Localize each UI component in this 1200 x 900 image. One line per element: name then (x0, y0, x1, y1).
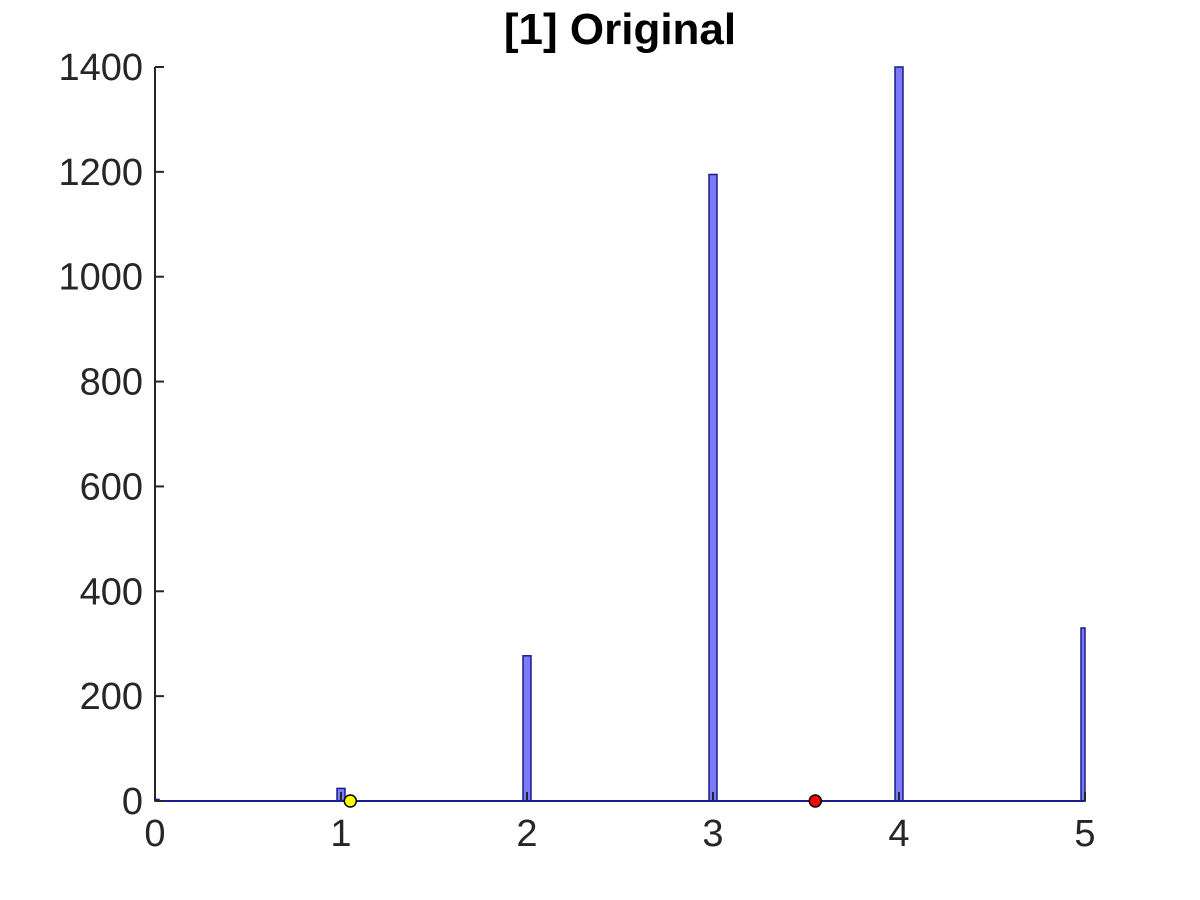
chart-title: [1] Original (504, 5, 736, 54)
bar-2 (522, 655, 532, 802)
bars-layer (154, 66, 1086, 802)
x-tick-label-4: 4 (888, 813, 909, 855)
bar-5 (1080, 627, 1086, 802)
bar-4 (894, 66, 904, 802)
y-tick-label-0: 0 (122, 781, 143, 823)
y-tick-label-600: 600 (80, 466, 143, 508)
x-tick-label-0: 0 (144, 813, 165, 855)
x-tick-label-2: 2 (516, 813, 537, 855)
x-tick-label-3: 3 (702, 813, 723, 855)
marker-0 (343, 794, 358, 808)
y-tick-label-1400: 1400 (58, 47, 143, 89)
y-tick-label-800: 800 (80, 362, 143, 404)
axes-layer: 0 200 400 600 800 1000 1200 1400 0 1 2 3 4 5 (58, 47, 1095, 855)
y-tick-label-200: 200 (80, 676, 143, 718)
y-tick-label-1200: 1200 (58, 152, 143, 194)
x-tick-label-5: 5 (1074, 813, 1095, 855)
x-tick-label-1: 1 (330, 813, 351, 855)
marker-1 (808, 794, 823, 808)
bar-3 (708, 173, 718, 802)
y-tick-label-1000: 1000 (58, 257, 143, 299)
y-tick-label-400: 400 (80, 571, 143, 613)
markers-layer (343, 794, 823, 808)
